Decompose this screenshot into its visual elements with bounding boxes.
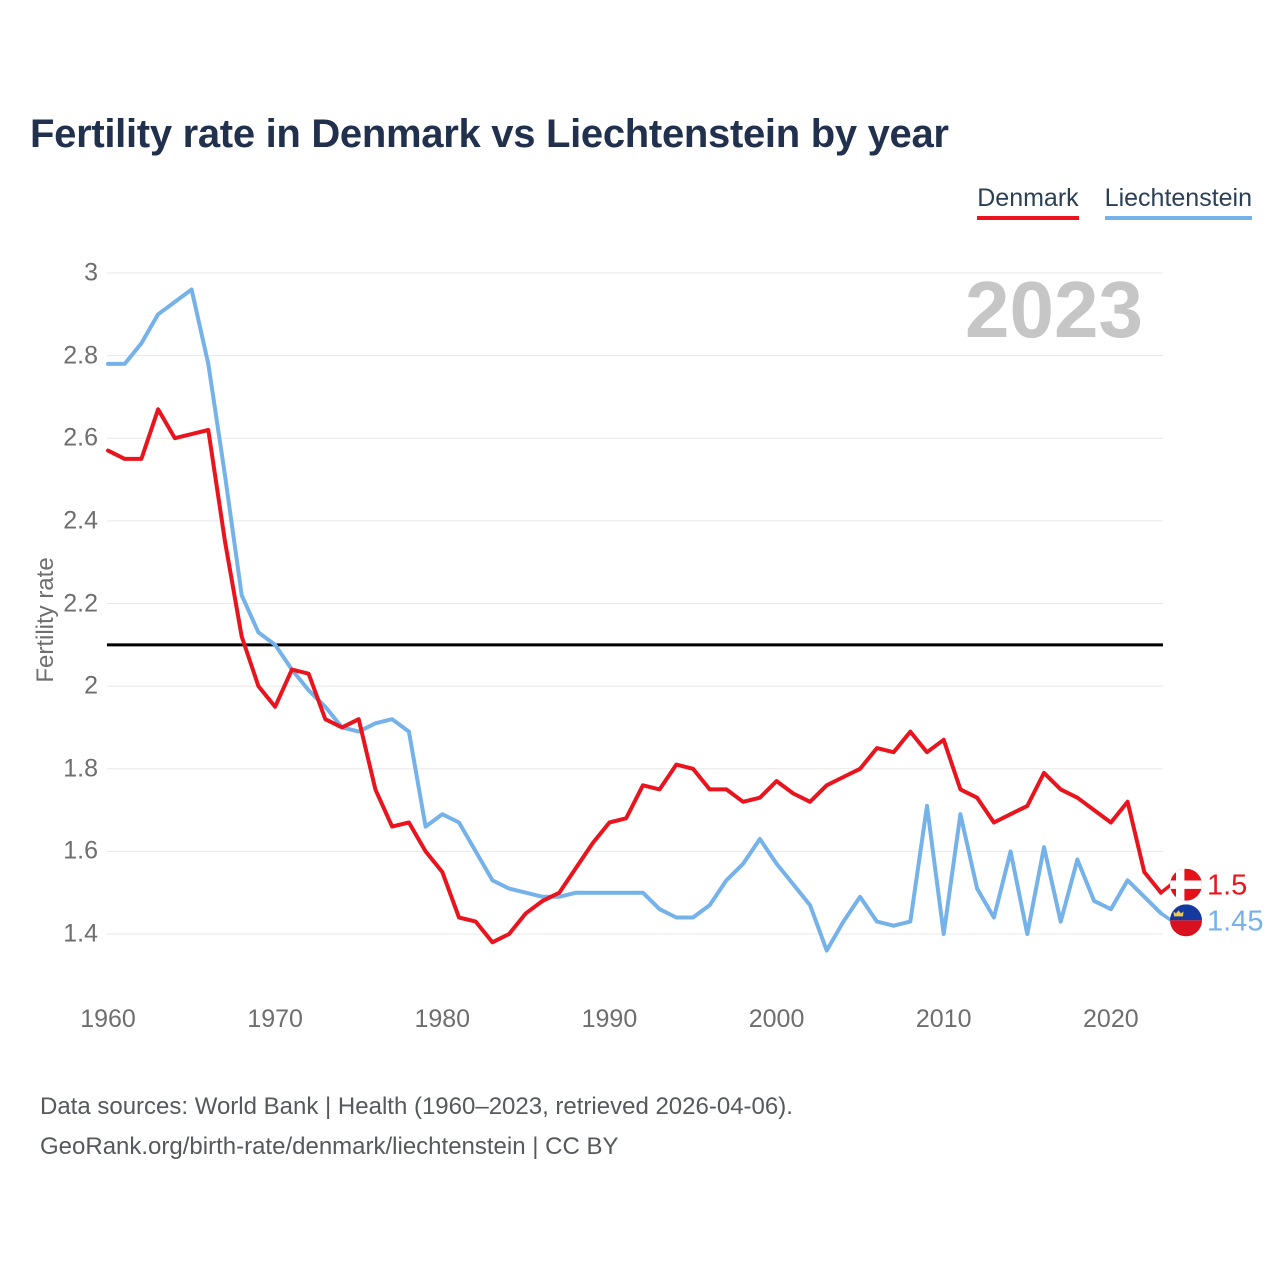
x-tick-label: 2000 — [748, 1005, 805, 1033]
legend-label-liechtenstein: Liechtenstein — [1104, 184, 1252, 212]
chart-title: Fertility rate in Denmark vs Liechtenste… — [30, 112, 949, 156]
y-tick-label: 1.8 — [63, 754, 98, 783]
liechtenstein-connector — [1159, 911, 1173, 922]
y-tick-label: 3 — [84, 258, 98, 287]
footer-attribution-line: GeoRank.org/birth-rate/denmark/liechtens… — [40, 1133, 619, 1160]
x-tick-label: 1970 — [247, 1005, 303, 1033]
liechtenstein-end-value-label: 1.45 — [1207, 905, 1263, 937]
x-tick-label: 1980 — [414, 1005, 471, 1033]
y-tick-label: 2.6 — [63, 423, 98, 452]
legend: Denmark Liechtenstein — [977, 184, 1252, 220]
x-tick-label: 2020 — [1083, 1005, 1139, 1033]
footer-sources-line: Data sources: World Bank | Health (1960–… — [40, 1093, 793, 1120]
y-tick-label: 2.2 — [63, 589, 98, 617]
denmark-line[interactable] — [106, 407, 1163, 945]
y-tick-label: 2.8 — [63, 341, 98, 370]
legend-label-denmark: Denmark — [977, 184, 1079, 212]
year-watermark: 2023 — [965, 265, 1143, 354]
y-tick-label: 2 — [84, 671, 98, 700]
data-source-footer: Data sources: World Bank | Health (1960–… — [40, 1087, 793, 1167]
y-tick-label: 1.6 — [63, 836, 98, 865]
denmark-end-value-label: 1.5 — [1207, 870, 1247, 902]
x-tick-label: 1960 — [80, 1005, 136, 1033]
denmark-flag-marker[interactable] — [1170, 868, 1202, 901]
y-tick-label: 1.4 — [63, 919, 98, 948]
legend-item-liechtenstein[interactable]: Liechtenstein — [1104, 184, 1252, 220]
x-tick-label: 2010 — [915, 1005, 972, 1033]
y-tick-label: 2.4 — [63, 506, 98, 535]
x-tick-label: 1990 — [581, 1005, 638, 1033]
liechtenstein-line[interactable] — [106, 287, 1163, 953]
legend-item-denmark[interactable]: Denmark — [977, 184, 1079, 220]
liechtenstein-flag-marker[interactable] — [1170, 904, 1202, 937]
denmark-connector — [1159, 883, 1173, 895]
